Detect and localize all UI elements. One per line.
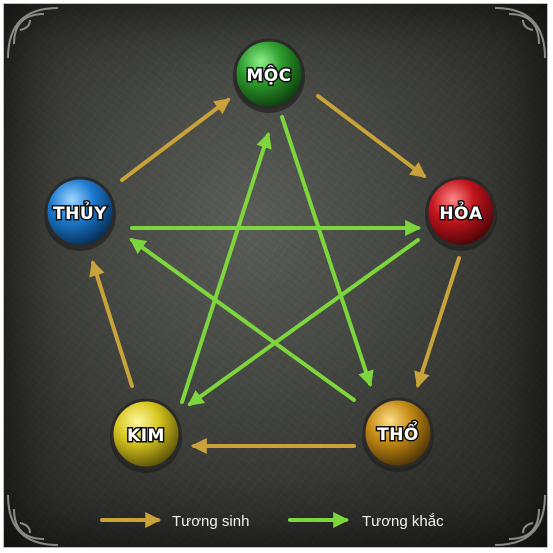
orb-kim: [110, 398, 182, 470]
node-moc: MỘC: [233, 38, 305, 113]
legend: Tương sinh Tương khắc: [100, 512, 444, 530]
corner-ornament-top-right: [494, 7, 546, 59]
sinh-cycle-arrows: [89, 94, 461, 454]
legend-khac-label: Tương khắc: [362, 513, 444, 530]
node-tho: THỔ: [362, 397, 434, 472]
orb-hoa: [425, 176, 497, 248]
khac-cycle-arrows: [129, 115, 422, 406]
arrow-sinh-thuy-moc: [120, 98, 231, 182]
orb-tho: [362, 397, 434, 469]
arrow-sinh-kim-thuy: [89, 259, 134, 388]
arrow-khac-hoa-kim: [187, 238, 420, 406]
corner-ornament-bottom-right: [494, 494, 546, 546]
corner-ornament-top-left: [7, 7, 59, 59]
arrow-khac-kim-moc: [180, 131, 272, 404]
orb-moc: [233, 38, 305, 110]
orb-thuy: [44, 176, 116, 248]
label-moc: MỘC: [246, 64, 291, 86]
arrow-khac-tho-thuy: [129, 238, 356, 402]
node-thuy: THỦY: [44, 176, 116, 251]
label-hoa: HỎA: [439, 200, 483, 224]
legend-item-khac: Tương khắc: [288, 512, 444, 530]
node-kim: KIM: [110, 398, 182, 473]
label-kim: KIM: [127, 426, 165, 446]
arrow-sinh-moc-hoa: [316, 94, 427, 178]
corner-ornament-bottom-left: [7, 494, 59, 546]
legend-sinh-label: Tương sinh: [172, 513, 249, 530]
arrow-sinh-hoa-tho: [414, 256, 461, 389]
label-thuy: THỦY: [53, 200, 107, 224]
legend-item-sinh: Tương sinh: [100, 512, 249, 530]
arrow-khac-moc-tho: [280, 115, 374, 388]
node-hoa: HỎA: [425, 176, 497, 251]
